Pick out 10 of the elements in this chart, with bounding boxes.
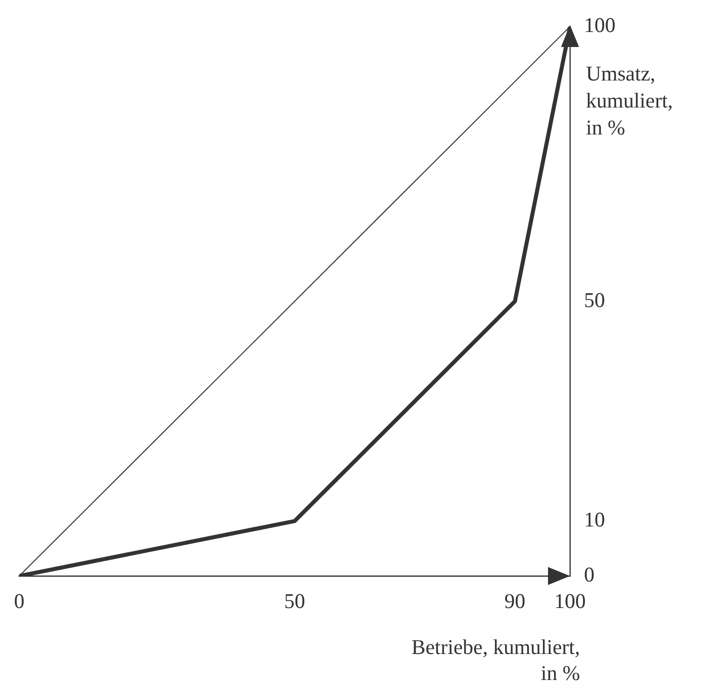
y-tick-label: 0 (584, 562, 594, 587)
y-tick-label: 10 (584, 508, 605, 532)
y-tick-label: 100 (584, 13, 616, 38)
x-tick-label: 50 (284, 589, 306, 614)
x-tick-label: 0 (14, 589, 24, 614)
x-axis-title: Betriebe, kumuliert, in % (411, 635, 580, 686)
y-axis-title: Umsatz, kumuliert, in % (586, 62, 673, 140)
x-tick-label: 100 (554, 589, 586, 614)
x-tick-label: 90 (504, 589, 526, 614)
y-tick-label: 50 (584, 288, 605, 312)
